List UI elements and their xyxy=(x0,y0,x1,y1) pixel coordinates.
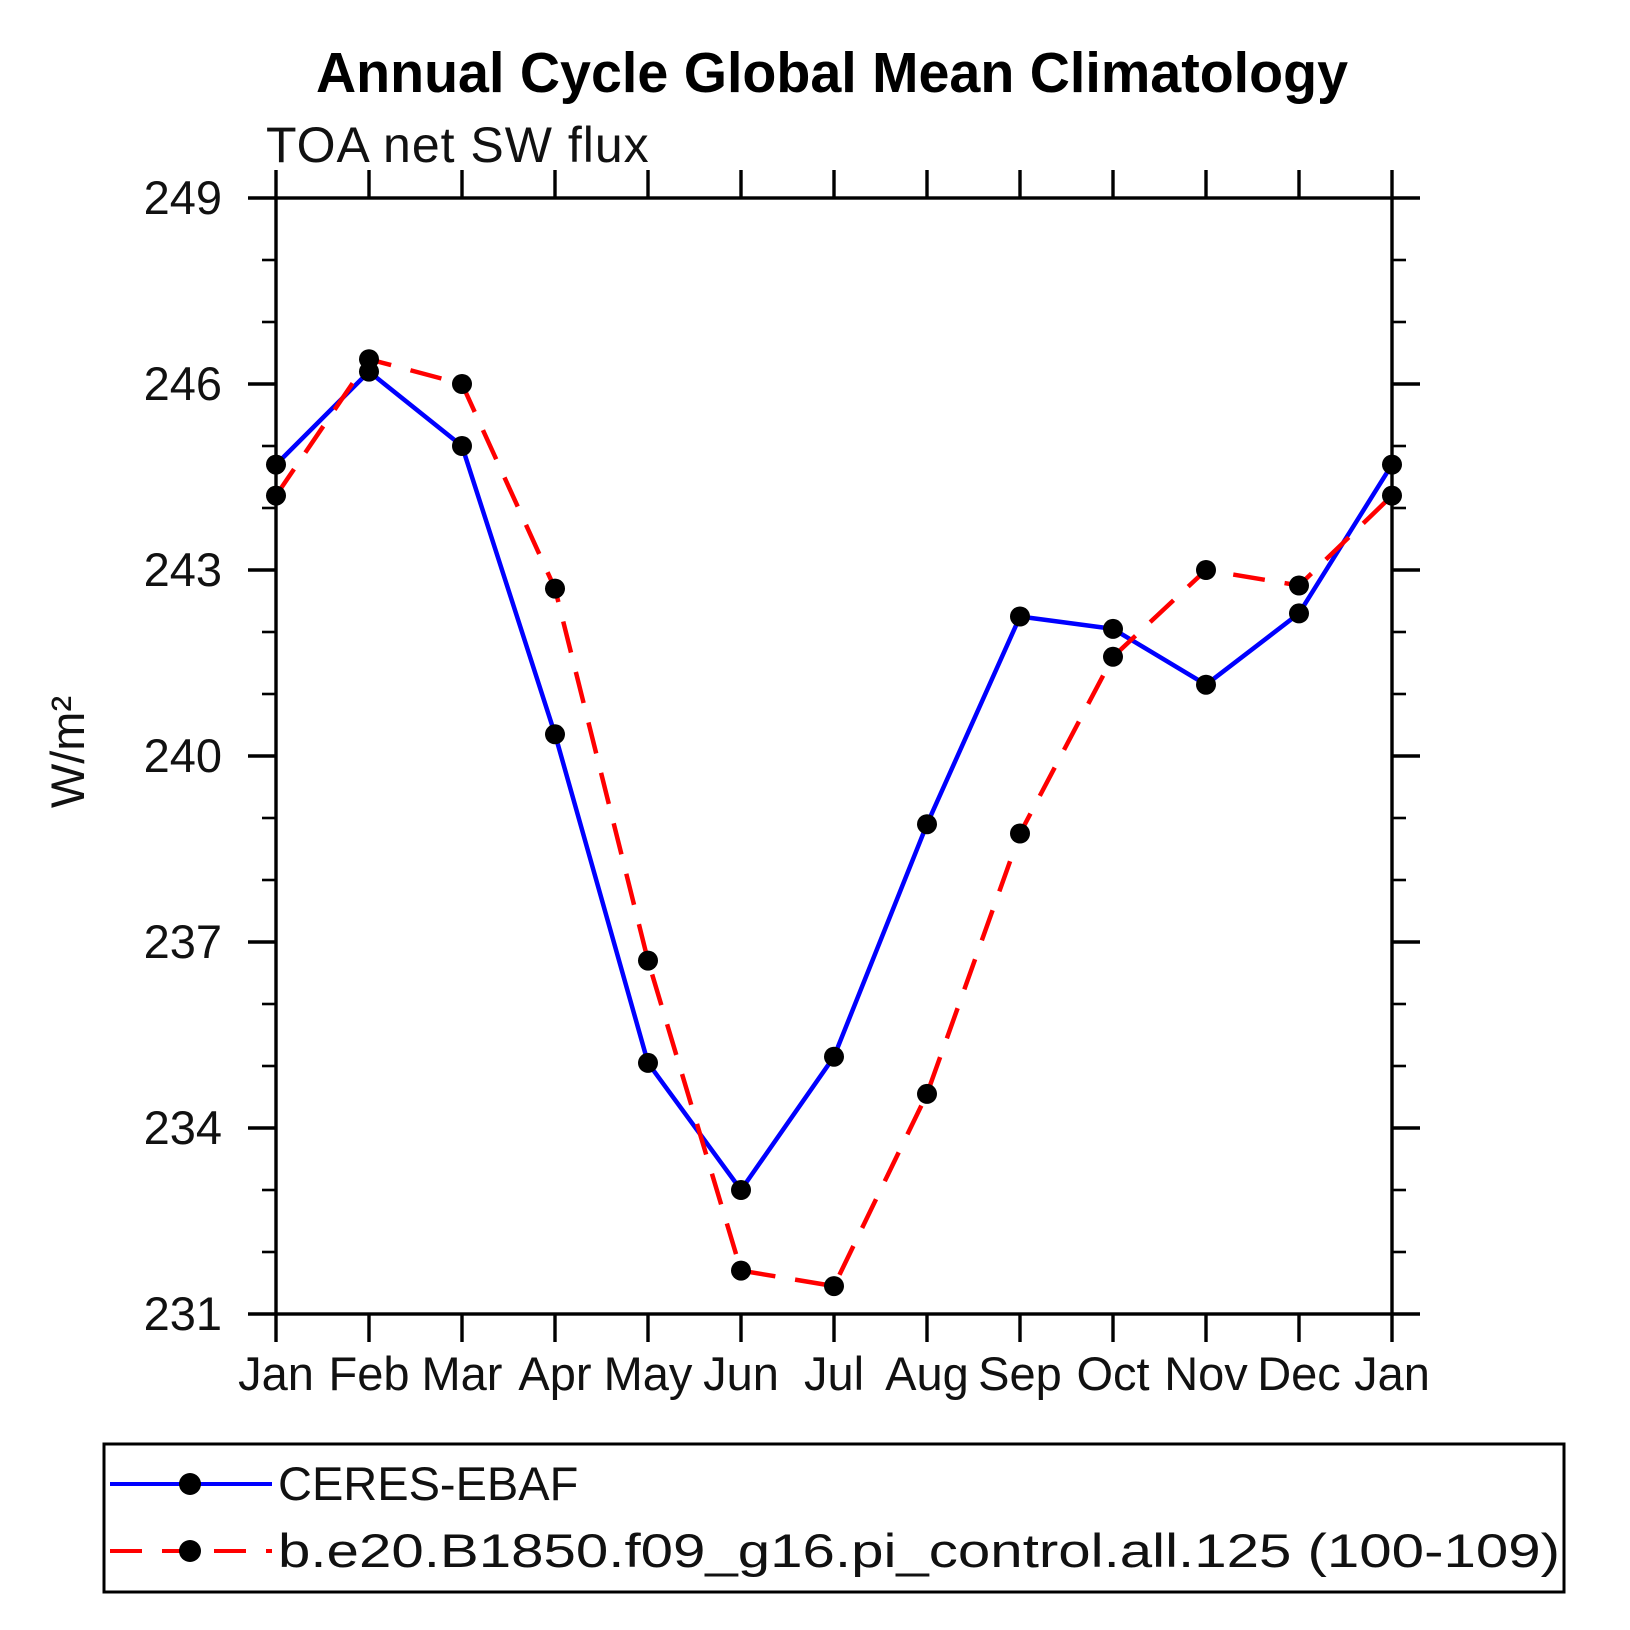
legend-label-ceres: CERES-EBAF xyxy=(278,1457,578,1510)
data-point xyxy=(1196,560,1216,580)
data-point xyxy=(731,1180,751,1200)
y-tick-label: 246 xyxy=(144,357,222,410)
x-axis-ticks xyxy=(274,170,1394,1342)
y-axis-ticks xyxy=(248,196,1420,1316)
series-markers xyxy=(266,349,1402,1297)
data-point xyxy=(917,1083,937,1104)
y-tick-label: 243 xyxy=(144,543,222,596)
plot-frame xyxy=(274,196,1394,1316)
chart-title: Annual Cycle Global Mean Climatology xyxy=(316,41,1348,105)
legend-label-model: b.e20.B1850.f09_g16.pi_control.all.125 (… xyxy=(278,1524,1560,1577)
data-point xyxy=(359,349,379,370)
data-point xyxy=(1010,823,1030,844)
x-tick-label: Feb xyxy=(329,1347,410,1400)
x-tick-label: May xyxy=(604,1347,693,1400)
x-tick-label: Sep xyxy=(978,1347,1062,1400)
x-tick-label: Apr xyxy=(518,1347,591,1400)
y-tick-label: 231 xyxy=(144,1287,222,1340)
data-point xyxy=(266,485,286,506)
data-point xyxy=(638,950,658,971)
legend: CERES-EBAF b.e20.B1850.f09_g16.pi_contro… xyxy=(102,1442,1566,1594)
data-point xyxy=(452,436,472,456)
y-axis-label: W/m² xyxy=(41,696,94,808)
x-tick-label: Jun xyxy=(703,1347,779,1400)
series-line-1 xyxy=(274,356,1394,1289)
x-axis-tick-labels: Jan Feb Mar Apr May Jun Jul Aug Sep Oct Nov Dec Jan xyxy=(238,1347,1430,1400)
data-point xyxy=(1196,674,1216,695)
data-point xyxy=(545,578,565,599)
y-axis-tick-labels: 231 234 237 240 243 246 249 xyxy=(144,171,222,1340)
series-lines xyxy=(274,356,1394,1289)
chart-subtitle: TOA net SW flux xyxy=(266,117,650,173)
x-tick-label: Jan xyxy=(1354,1347,1430,1400)
data-point xyxy=(1289,603,1309,624)
x-tick-label: Aug xyxy=(885,1347,969,1400)
legend-box xyxy=(102,1442,1566,1594)
legend-marker-icon xyxy=(179,1540,201,1562)
data-point xyxy=(1382,485,1402,506)
y-tick-label: 240 xyxy=(144,729,222,782)
data-point xyxy=(1382,454,1402,475)
x-tick-label: Oct xyxy=(1076,1347,1149,1400)
legend-item-ceres: CERES-EBAF xyxy=(110,1457,578,1510)
data-point xyxy=(1103,618,1123,639)
data-point xyxy=(824,1276,844,1297)
x-tick-label: Nov xyxy=(1164,1347,1248,1400)
data-point xyxy=(824,1046,844,1067)
x-tick-label: Jul xyxy=(804,1347,864,1400)
x-tick-label: Mar xyxy=(422,1347,503,1400)
data-point xyxy=(731,1260,751,1281)
data-point xyxy=(1289,575,1309,596)
series-line-0 xyxy=(274,369,1394,1193)
data-point xyxy=(452,374,472,394)
data-point xyxy=(638,1052,658,1073)
legend-marker-icon xyxy=(179,1473,201,1495)
data-point xyxy=(1010,606,1030,627)
y-tick-label: 249 xyxy=(144,171,222,224)
data-point xyxy=(917,814,937,835)
data-point xyxy=(545,724,565,745)
x-tick-label: Dec xyxy=(1257,1347,1341,1400)
data-point xyxy=(1103,646,1123,667)
data-point xyxy=(266,454,286,475)
y-tick-label: 234 xyxy=(144,1101,222,1154)
x-tick-label: Jan xyxy=(238,1347,314,1400)
legend-item-model: b.e20.B1850.f09_g16.pi_control.all.125 (… xyxy=(110,1524,1560,1577)
y-tick-label: 237 xyxy=(144,915,222,968)
